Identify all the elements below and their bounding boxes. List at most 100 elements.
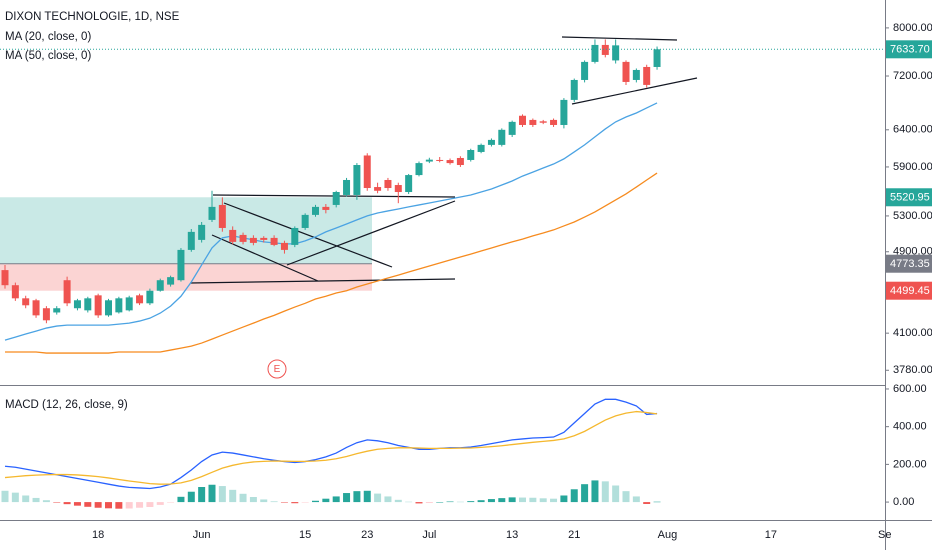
histogram-bar <box>260 499 268 503</box>
candle-body <box>322 206 330 210</box>
candle-body <box>218 204 226 228</box>
price-label-bg <box>886 254 932 273</box>
candle-body <box>270 237 278 245</box>
histogram-bar <box>353 491 361 503</box>
price-label-bg <box>886 281 932 300</box>
histogram-bar <box>436 502 444 503</box>
candle-body <box>446 160 454 164</box>
price-label: 4499.45 <box>890 285 930 297</box>
price-label: 4773.35 <box>890 258 930 270</box>
candle-body <box>508 121 516 135</box>
y-tick-label: 5900.00 <box>893 161 932 173</box>
histogram-bar <box>301 502 309 503</box>
histogram-bar <box>312 500 319 503</box>
candle-body <box>632 69 640 80</box>
histogram-bar <box>84 502 92 507</box>
candle-body <box>229 229 237 242</box>
histogram-bar <box>1 490 9 503</box>
candle-body <box>343 179 351 195</box>
y-tick-label: 8000.00 <box>893 22 932 34</box>
price-label: 7633.70 <box>890 44 930 56</box>
y-tick-label: 4900.00 <box>893 246 932 258</box>
candle-body <box>498 129 506 145</box>
trend-line <box>286 200 456 266</box>
macd-line <box>4 398 658 490</box>
profit-zone <box>0 197 372 264</box>
legend-entry: MA (20, close, 0) <box>5 31 91 43</box>
histogram-bar <box>643 502 651 504</box>
x-tick-label: 21 <box>568 529 580 541</box>
candle-body <box>136 295 144 304</box>
histogram-bar <box>249 496 257 503</box>
price-label-bg <box>886 40 932 59</box>
histogram-bar <box>73 502 81 506</box>
histogram-bar <box>622 491 630 503</box>
y-tick-label: 0.00 <box>893 496 914 508</box>
candle-body <box>291 227 299 245</box>
histogram-bar <box>601 481 609 503</box>
candle-body <box>312 206 319 215</box>
candle-body <box>332 192 340 205</box>
histogram-bar <box>198 487 206 503</box>
chart-title: DIXON TECHNOLOGIE, 1D, NSE <box>5 11 180 23</box>
histogram-bar <box>125 502 133 509</box>
candle-body <box>208 206 216 220</box>
histogram-bar <box>591 480 599 503</box>
histogram-bar <box>560 495 568 503</box>
histogram-bar <box>291 502 299 504</box>
histogram-bar <box>322 498 330 503</box>
y-tick-label: 200.00 <box>893 458 927 470</box>
candle-body <box>94 295 102 316</box>
candle-body <box>643 66 651 85</box>
candle-body <box>73 300 81 309</box>
y-tick-label: 600.00 <box>893 383 927 395</box>
histogram-bar <box>384 496 392 503</box>
earnings-marker-label: E <box>274 364 281 375</box>
candle-body <box>63 280 71 304</box>
y-tick-label: 4100.00 <box>893 327 932 339</box>
candle-body <box>280 242 288 250</box>
histogram-bar <box>519 497 526 503</box>
candle-body <box>53 308 61 313</box>
histogram-bar <box>632 496 640 503</box>
histogram-bar <box>115 502 123 509</box>
candle-body <box>487 139 495 145</box>
histogram-bar <box>363 490 371 503</box>
x-tick-label: Se <box>878 529 891 541</box>
histogram-bar <box>105 502 112 509</box>
histogram-bar <box>229 489 237 503</box>
candle-body <box>1 270 9 286</box>
candle-body <box>477 144 485 152</box>
x-tick-label: Jun <box>193 529 211 541</box>
plot <box>0 39 885 509</box>
candle-body <box>156 280 164 291</box>
macd-line <box>4 410 658 485</box>
candle-body <box>353 165 361 195</box>
histogram-bar <box>136 502 144 508</box>
trend-drawings <box>189 36 698 284</box>
candle-body <box>581 61 589 80</box>
histogram-bar <box>42 500 50 503</box>
earnings-marker[interactable] <box>267 359 287 379</box>
y-tick-label: 6400.00 <box>893 124 932 136</box>
candle-body <box>570 79 578 100</box>
histogram-bar <box>32 497 40 503</box>
candle-body <box>384 179 392 189</box>
price-label-bg <box>886 188 932 207</box>
histogram-bar <box>456 501 464 503</box>
y-tick-label: 400.00 <box>893 421 927 433</box>
histogram-bar <box>239 493 247 503</box>
trend-line <box>571 77 698 105</box>
x-tick-label: 23 <box>361 529 373 541</box>
histogram-bar <box>467 501 475 503</box>
histogram-bar <box>208 484 216 503</box>
x-tick-label: 13 <box>506 529 518 541</box>
histogram-bar <box>446 501 454 503</box>
candle-body <box>539 121 547 123</box>
histogram-bar <box>612 485 620 503</box>
indicator-title: MACD (12, 26, close, 9) <box>5 399 128 411</box>
histogram-bar <box>270 501 278 503</box>
histogram-bar <box>63 502 71 505</box>
